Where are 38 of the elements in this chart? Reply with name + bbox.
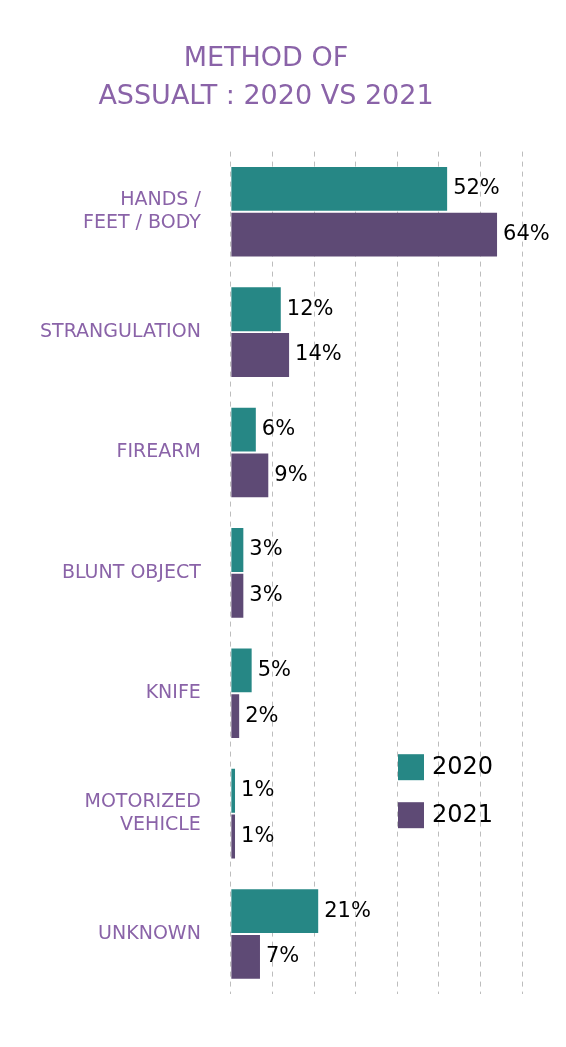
y-tick-label: BLUNT OBJECT bbox=[61, 559, 202, 582]
bar bbox=[231, 453, 269, 498]
data-label: 21% bbox=[324, 897, 371, 922]
bar bbox=[231, 407, 256, 452]
legend-label: 2020 bbox=[432, 752, 494, 781]
bar bbox=[231, 573, 244, 618]
data-label: 3% bbox=[249, 582, 283, 607]
data-label: 52% bbox=[453, 175, 500, 200]
chart-title: METHOD OF ASSUALT : 2020 VS 2021 bbox=[98, 40, 434, 110]
bar bbox=[231, 694, 240, 739]
y-tick-label: MOTORIZED VEHICLE bbox=[84, 789, 201, 834]
bar bbox=[231, 934, 260, 979]
y-tick-label: FIREARM bbox=[116, 439, 201, 462]
data-label: 64% bbox=[503, 221, 550, 246]
y-tick-label: STRANGULATION bbox=[39, 319, 201, 342]
data-label: 9% bbox=[274, 461, 308, 486]
bar bbox=[231, 287, 281, 332]
y-tick-label: HANDS / FEET / BODY bbox=[82, 187, 202, 233]
data-label: 6% bbox=[261, 416, 296, 441]
bar bbox=[231, 212, 498, 257]
bar bbox=[231, 889, 319, 934]
data-label: 1% bbox=[241, 777, 275, 802]
bar bbox=[231, 814, 236, 859]
bar bbox=[231, 768, 236, 813]
data-label: 1% bbox=[241, 822, 275, 847]
data-label: 12% bbox=[286, 295, 334, 320]
data-label: 2% bbox=[245, 702, 279, 727]
y-tick-label: UNKNOWN bbox=[98, 920, 201, 943]
bar bbox=[231, 333, 290, 377]
data-label: 14% bbox=[295, 341, 342, 366]
data-label: 3% bbox=[249, 536, 283, 561]
y-tick-label: KNIFE bbox=[145, 680, 201, 703]
data-label: 5% bbox=[257, 656, 291, 681]
legend-label: 2021 bbox=[432, 800, 494, 829]
data-label: 7% bbox=[265, 943, 300, 968]
bar bbox=[231, 166, 448, 211]
bar bbox=[231, 648, 252, 693]
bar bbox=[231, 528, 244, 572]
